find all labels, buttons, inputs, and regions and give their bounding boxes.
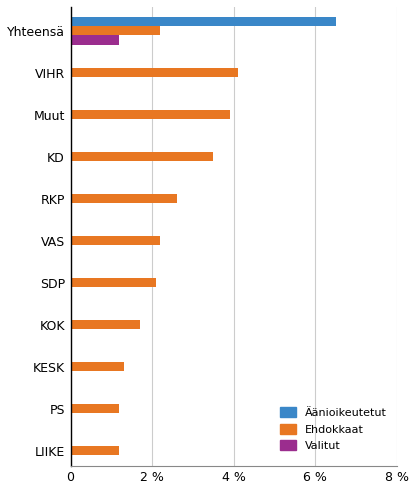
Legend: Äänioikeutetut, Ehdokkaat, Valitut: Äänioikeutetut, Ehdokkaat, Valitut — [275, 403, 391, 455]
Bar — [70, 404, 119, 413]
Bar — [70, 152, 213, 162]
Bar — [70, 17, 336, 26]
Bar — [70, 26, 160, 35]
Bar — [70, 68, 238, 78]
Bar — [70, 362, 124, 371]
Bar — [70, 236, 160, 246]
Bar — [70, 278, 156, 287]
Bar — [70, 446, 119, 456]
Bar — [70, 35, 119, 45]
Bar — [70, 110, 230, 119]
Bar — [70, 194, 177, 203]
Bar — [70, 320, 140, 329]
